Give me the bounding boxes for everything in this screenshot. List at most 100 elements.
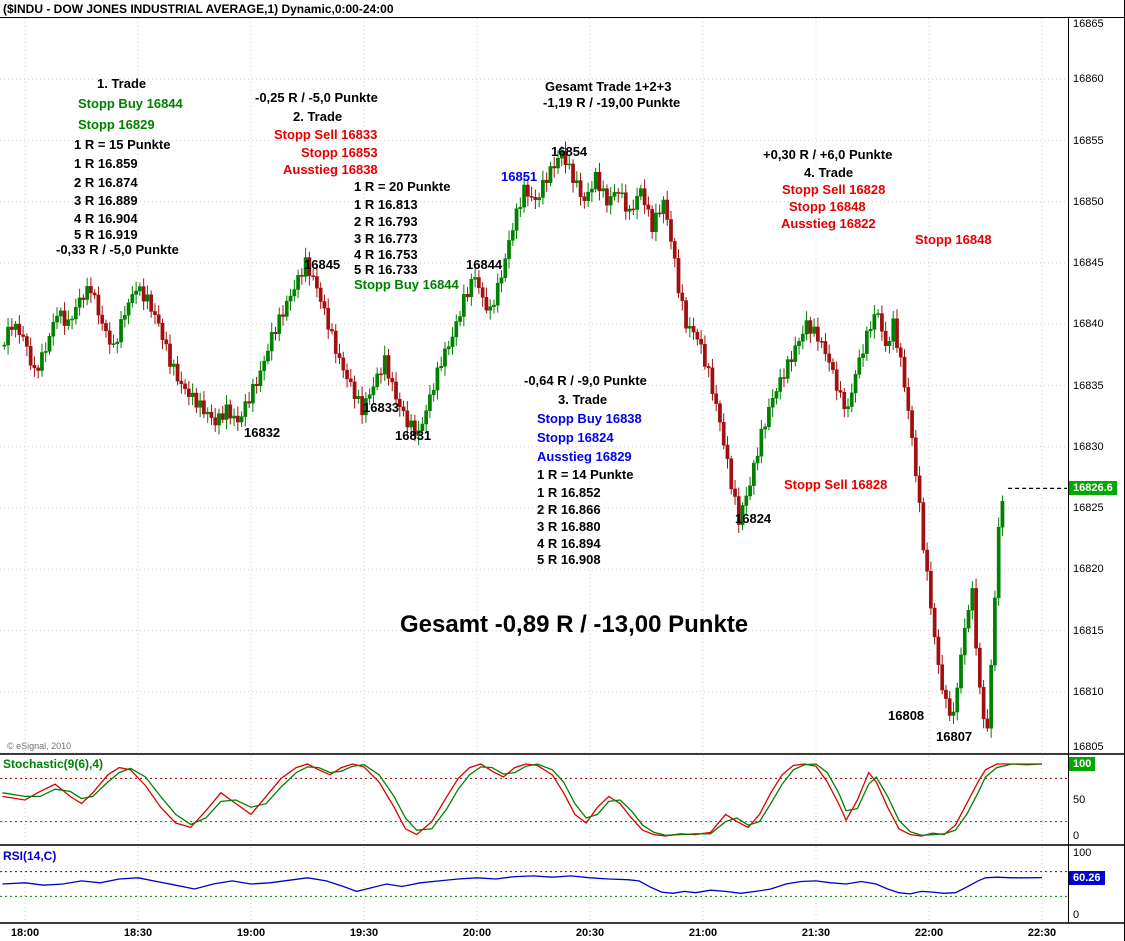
trade1-r4: 4 R 16.904 (74, 211, 138, 226)
trade3-result: -0,64 R / -9,0 Punkte (524, 373, 647, 388)
oscillator-tick: 0 (1073, 909, 1080, 921)
rsi-line (2, 875, 1043, 895)
trade2-r-def: 1 R = 20 Punkte (354, 179, 451, 194)
label-16851: 16851 (501, 169, 538, 184)
stopp-16848-note: Stopp 16848 (915, 232, 992, 247)
trade1-r5: 5 R 16.919 (74, 227, 138, 242)
time-tick: 18:00 (10, 927, 40, 939)
rsi-label: RSI(14,C) (3, 849, 57, 863)
trade4-stopp: Stopp 16848 (789, 199, 866, 214)
label-16807: 16807 (936, 729, 973, 744)
candles (2, 141, 1005, 738)
trade3-title: 3. Trade (558, 392, 608, 407)
trade3-r-def: 1 R = 14 Punkte (537, 467, 634, 482)
trade1-r1: 1 R 16.859 (74, 156, 138, 171)
price-tick: 16860 (1073, 73, 1104, 86)
trade2-stopp-buy: Stopp Buy 16844 (354, 277, 459, 292)
rsi-value-badge: 60.26 (1069, 870, 1105, 885)
trade1-stopp-buy: Stopp Buy 16844 (78, 96, 183, 111)
trade2-r5: 5 R 16.733 (354, 262, 418, 277)
trade2-title: 2. Trade (293, 109, 343, 124)
rsi-canvas[interactable] (0, 847, 1068, 922)
stochastic-label: Stochastic(9(6),4) (3, 757, 104, 771)
label-16832: 16832 (244, 425, 281, 440)
price-axis: 16865 16860 16855 16850 16845 16840 16835 16830… (1069, 18, 1125, 753)
label-16824: 16824 (735, 511, 772, 526)
label-16808: 16808 (888, 708, 925, 723)
trade2-r2: 2 R 16.793 (354, 214, 418, 229)
time-tick: 20:00 (462, 927, 492, 939)
trade1-r-def: 1 R = 15 Punkte (74, 137, 171, 152)
trade2-r4: 4 R 16.753 (354, 247, 418, 262)
trade4-stopp-sell: Stopp Sell 16828 (782, 182, 886, 197)
panel-splitter-2[interactable] (0, 844, 1125, 846)
price-tick: 16830 (1073, 440, 1104, 453)
gesamt-trade-result: -1,19 R / -19,00 Punkte (543, 95, 681, 110)
trade2-result: -0,25 R / -5,0 Punkte (255, 90, 378, 105)
time-tick: 22:30 (1027, 927, 1057, 939)
price-tick: 16845 (1073, 257, 1104, 269)
price-tick: 16855 (1073, 134, 1104, 147)
price-chart-canvas[interactable] (0, 18, 1068, 753)
trade3-stopp-buy: Stopp Buy 16838 (537, 411, 642, 426)
gridlines (0, 18, 1068, 753)
time-tick: 19:00 (236, 927, 266, 939)
window-title: ($INDU - DOW JONES INDUSTRIAL AVERAGE,1)… (0, 0, 1125, 17)
label-16845: 16845 (304, 257, 341, 272)
time-tick: 18:30 (123, 927, 153, 939)
price-tick: 16835 (1073, 379, 1104, 392)
trade4-title: 4. Trade (804, 165, 854, 180)
trade1-result: -0,33 R / -5,0 Punkte (56, 242, 179, 257)
trade3-r3: 3 R 16.880 (537, 519, 601, 534)
price-tick: 16850 (1073, 195, 1104, 208)
time-tick: 20:30 (575, 927, 605, 939)
time-tick: 21:30 (801, 927, 831, 939)
esignal-credit: © eSignal, 2010 (7, 741, 72, 751)
trade2-r3: 3 R 16.773 (354, 231, 418, 246)
trade2-r1: 1 R 16.813 (354, 197, 418, 212)
gesamt-total: Gesamt -0,89 R / -13,00 Punkte (400, 611, 749, 638)
time-tick: 22:00 (914, 927, 944, 939)
oscillator-tick: 50 (1073, 794, 1086, 806)
label-16844: 16844 (466, 257, 503, 272)
panel-splitter-3[interactable] (0, 922, 1125, 924)
label-16831: 16831 (395, 428, 432, 443)
stochastic-canvas[interactable] (0, 756, 1068, 844)
trade2-stopp-sell: Stopp Sell 16833 (274, 127, 378, 142)
trade1-r2: 2 R 16.874 (74, 175, 138, 190)
price-tick: 16865 (1073, 18, 1104, 30)
stochastic-k-line (2, 763, 1043, 837)
chart-axis-divider (1068, 18, 1069, 923)
price-tick: 16815 (1073, 624, 1104, 637)
trade1-stopp: Stopp 16829 (78, 117, 155, 132)
trade4-ausstieg: Ausstieg 16822 (781, 216, 876, 231)
gesamt-trade-title: Gesamt Trade 1+2+3 (545, 79, 672, 94)
last-price-badge: 16826.6 (1069, 481, 1117, 496)
trade3-r4: 4 R 16.894 (537, 536, 601, 551)
time-axis: 18:00 18:30 19:00 19:30 20:00 20:30 21:00 21:30… (0, 925, 1125, 941)
stochastic-d-line (2, 763, 1042, 836)
stochastic-value-badge: 100 (1069, 757, 1096, 771)
title-divider (0, 17, 1125, 18)
trade2-stopp: Stopp 16853 (301, 145, 378, 160)
trade4-result: +0,30 R / +6,0 Punkte (763, 147, 893, 162)
price-tick: 16820 (1073, 563, 1104, 576)
rsi-axis: 100 0 (1069, 847, 1125, 922)
trade1-title: 1. Trade (97, 76, 147, 91)
trade2-ausstieg: Ausstieg 16838 (283, 162, 378, 177)
price-tick: 16810 (1073, 685, 1104, 698)
trade3-stopp: Stopp 16824 (537, 430, 614, 445)
trade3-r1: 1 R 16.852 (537, 485, 601, 500)
panel-splitter-1[interactable] (0, 753, 1125, 755)
trade3-ausstieg: Ausstieg 16829 (537, 449, 632, 464)
trade3-r5: 5 R 16.908 (537, 552, 601, 567)
price-tick: 16825 (1073, 502, 1104, 514)
stopp-sell-16828-note: Stopp Sell 16828 (784, 477, 888, 492)
price-tick: 16805 (1073, 741, 1104, 753)
time-tick: 21:00 (688, 927, 718, 939)
trade3-r2: 2 R 16.866 (537, 502, 601, 517)
price-tick: 16840 (1073, 318, 1104, 331)
oscillator-tick: 100 (1073, 847, 1092, 859)
time-tick: 19:30 (349, 927, 379, 939)
